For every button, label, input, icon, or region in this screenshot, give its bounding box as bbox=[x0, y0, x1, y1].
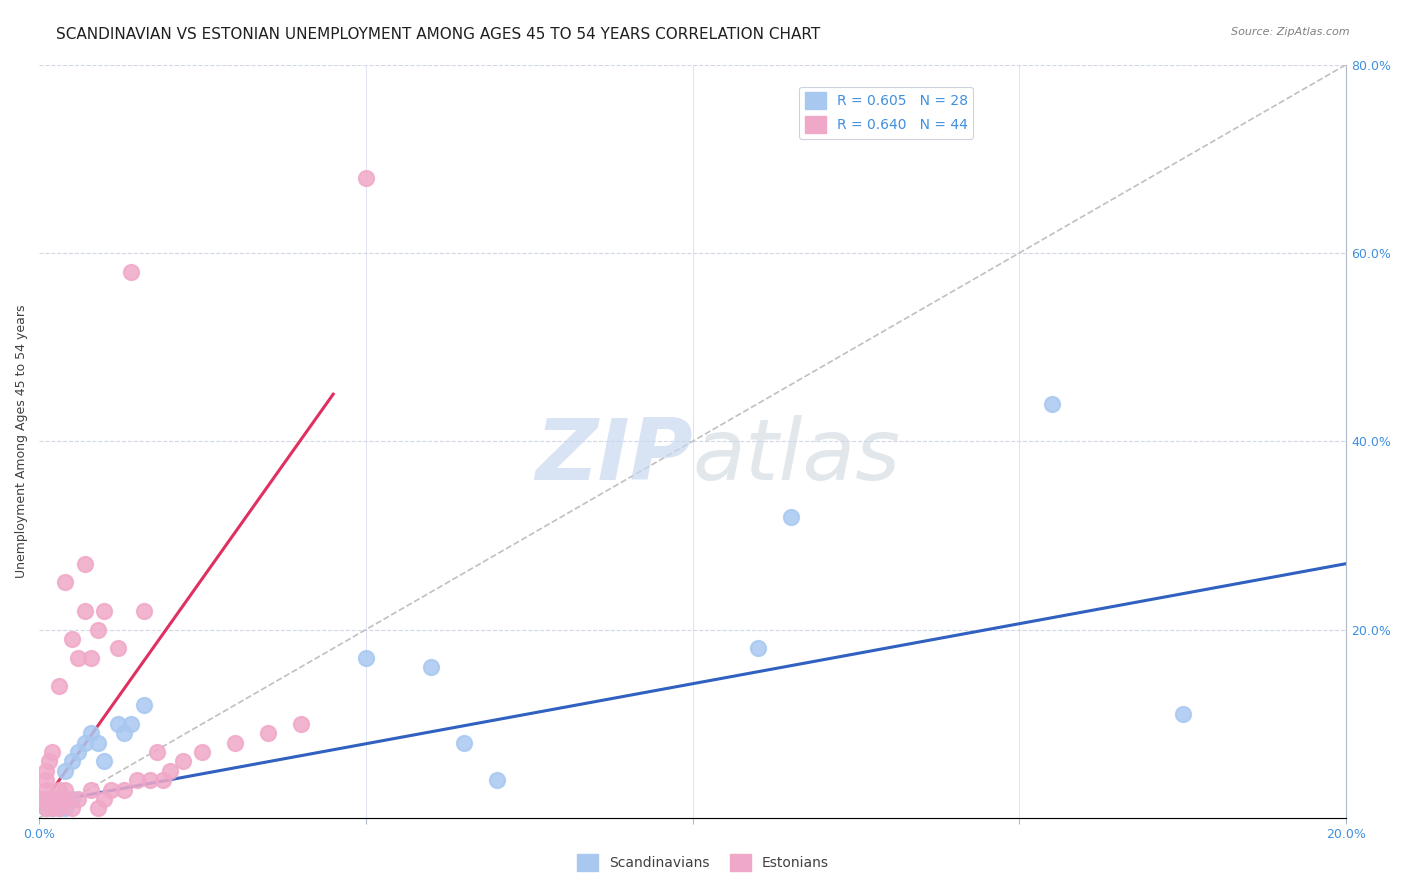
Point bbox=[41, 801, 63, 815]
Legend: R = 0.605   N = 28, R = 0.640   N = 44: R = 0.605 N = 28, R = 0.640 N = 44 bbox=[799, 87, 973, 138]
Point bbox=[354, 650, 377, 665]
Point bbox=[453, 735, 475, 749]
Point bbox=[93, 755, 115, 769]
Point bbox=[41, 745, 63, 759]
Point bbox=[1171, 707, 1194, 722]
Point bbox=[67, 792, 90, 806]
Point bbox=[48, 797, 70, 811]
Point bbox=[87, 623, 110, 637]
Point bbox=[354, 170, 377, 185]
Point bbox=[93, 604, 115, 618]
Point bbox=[93, 792, 115, 806]
Point bbox=[53, 792, 76, 806]
Point bbox=[67, 650, 90, 665]
Point bbox=[48, 801, 70, 815]
Text: SCANDINAVIAN VS ESTONIAN UNEMPLOYMENT AMONG AGES 45 TO 54 YEARS CORRELATION CHAR: SCANDINAVIAN VS ESTONIAN UNEMPLOYMENT AM… bbox=[56, 27, 821, 42]
Point bbox=[107, 716, 129, 731]
Point bbox=[41, 792, 63, 806]
Point bbox=[48, 782, 70, 797]
Point bbox=[38, 755, 60, 769]
Text: ZIP: ZIP bbox=[536, 415, 693, 498]
Point bbox=[34, 764, 56, 778]
Point bbox=[48, 792, 70, 806]
Point bbox=[1040, 396, 1063, 410]
Point bbox=[224, 735, 246, 749]
Point bbox=[53, 801, 76, 815]
Point bbox=[80, 782, 103, 797]
Point bbox=[41, 801, 63, 815]
Point bbox=[112, 782, 135, 797]
Point bbox=[420, 660, 443, 674]
Point bbox=[34, 773, 56, 788]
Point bbox=[132, 698, 155, 712]
Point bbox=[112, 726, 135, 740]
Point bbox=[747, 641, 769, 656]
Point bbox=[87, 801, 110, 815]
Point bbox=[53, 782, 76, 797]
Point bbox=[73, 604, 96, 618]
Point bbox=[34, 801, 56, 815]
Point bbox=[73, 557, 96, 571]
Point bbox=[53, 764, 76, 778]
Point bbox=[159, 764, 181, 778]
Point bbox=[779, 509, 801, 524]
Point bbox=[31, 792, 53, 806]
Point bbox=[139, 773, 162, 788]
Point bbox=[87, 735, 110, 749]
Point bbox=[127, 773, 149, 788]
Point bbox=[67, 745, 90, 759]
Legend: Scandinavians, Estonians: Scandinavians, Estonians bbox=[571, 848, 835, 876]
Point bbox=[60, 792, 83, 806]
Point bbox=[152, 773, 174, 788]
Point bbox=[132, 604, 155, 618]
Point bbox=[80, 726, 103, 740]
Point bbox=[60, 755, 83, 769]
Point bbox=[107, 641, 129, 656]
Y-axis label: Unemployment Among Ages 45 to 54 years: Unemployment Among Ages 45 to 54 years bbox=[15, 304, 28, 578]
Point bbox=[60, 632, 83, 646]
Point bbox=[41, 792, 63, 806]
Point bbox=[34, 782, 56, 797]
Point bbox=[120, 716, 142, 731]
Point bbox=[172, 755, 194, 769]
Point bbox=[73, 735, 96, 749]
Point bbox=[100, 782, 122, 797]
Point bbox=[48, 792, 70, 806]
Point bbox=[120, 265, 142, 279]
Point bbox=[485, 773, 508, 788]
Point bbox=[60, 801, 83, 815]
Text: atlas: atlas bbox=[693, 415, 901, 498]
Point bbox=[34, 792, 56, 806]
Point bbox=[34, 801, 56, 815]
Point bbox=[80, 650, 103, 665]
Point bbox=[48, 679, 70, 693]
Point bbox=[48, 801, 70, 815]
Point bbox=[256, 726, 278, 740]
Text: Source: ZipAtlas.com: Source: ZipAtlas.com bbox=[1232, 27, 1350, 37]
Point bbox=[53, 575, 76, 590]
Point bbox=[145, 745, 167, 759]
Point bbox=[191, 745, 214, 759]
Point bbox=[290, 716, 312, 731]
